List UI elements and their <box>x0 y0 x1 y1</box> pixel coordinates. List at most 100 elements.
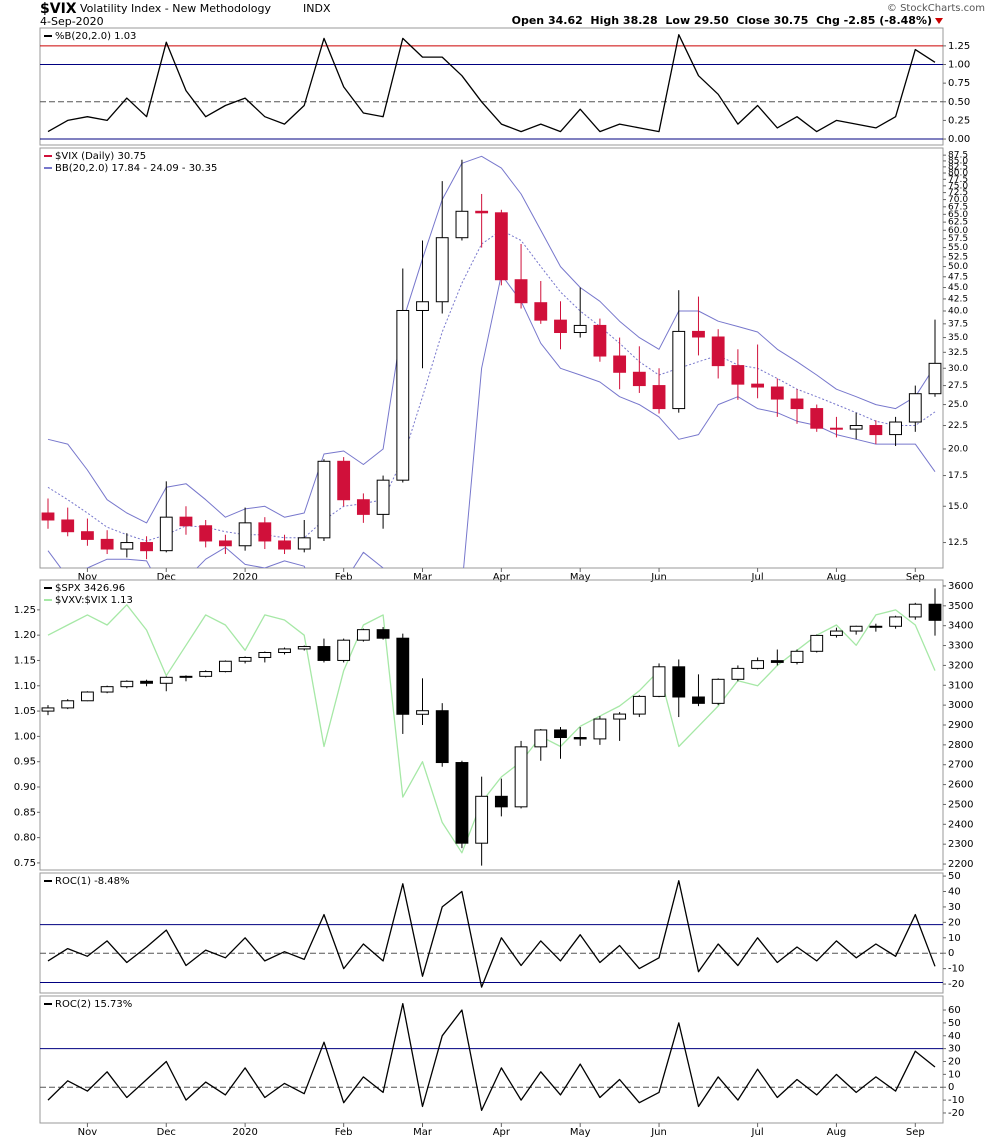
y-tick-label: 82.5 <box>948 162 968 172</box>
y-tick-label: 50 <box>948 871 961 882</box>
candle-body <box>140 680 153 684</box>
y2-tick-label: 0.95 <box>14 757 36 768</box>
candle-body <box>297 646 311 650</box>
candle-body <box>613 713 627 720</box>
candle-body <box>179 516 193 527</box>
series-line <box>47 1002 936 1112</box>
candle-body <box>514 746 528 808</box>
candle-body <box>731 365 745 385</box>
candle-body <box>159 516 173 552</box>
candle-body <box>199 671 213 677</box>
candle-body <box>356 629 370 641</box>
y-tick-label: 47.5 <box>948 272 968 282</box>
y-tick-label: 15.0 <box>948 502 968 512</box>
symbol: $VIX <box>40 1 77 17</box>
y-tick-label: 20.0 <box>948 444 968 454</box>
x-tick-label: 2020 <box>232 1127 257 1138</box>
candle-body <box>238 522 252 547</box>
legend-label: $SPX 3426.96 <box>55 583 125 594</box>
candle-body <box>751 383 765 388</box>
candle-body <box>376 629 390 639</box>
candle-body <box>258 522 272 542</box>
candle-body <box>297 537 311 550</box>
candle-body <box>672 666 686 698</box>
y-tick-label: 57.5 <box>948 234 968 244</box>
legend-label: $VIX (Daily) 30.75 <box>55 151 146 162</box>
legend-label: %B(20,2.0) 1.03 <box>55 31 136 42</box>
candle-body <box>613 355 627 373</box>
y-tick-label: 85.0 <box>948 156 968 166</box>
y-tick-label: 3000 <box>948 700 973 711</box>
band-lower <box>47 274 936 568</box>
panel-frame <box>39 872 944 994</box>
x-tick-label: Jul <box>751 1127 764 1138</box>
candle-body <box>790 650 804 663</box>
legend-label: BB(20,2.0) 17.84 - 24.09 - 30.35 <box>55 163 217 174</box>
y-tick-label: 55.0 <box>948 243 968 253</box>
candle-body <box>731 667 745 680</box>
x-tick-label: Jul <box>751 572 764 583</box>
y-tick-label: 45.0 <box>948 283 968 293</box>
x-tick-label: Nov <box>78 1127 98 1138</box>
plot-area <box>40 880 943 988</box>
candle-body <box>632 371 646 387</box>
candle-body <box>120 680 134 688</box>
band-upper <box>47 155 936 524</box>
candle-body <box>573 324 587 334</box>
candle-body <box>179 675 193 678</box>
candle-body <box>317 646 331 661</box>
candle-body <box>711 336 725 367</box>
y2-tick-label: 1.20 <box>14 630 36 641</box>
y2-tick-label: 0.80 <box>14 833 36 844</box>
candle-body <box>416 710 429 715</box>
y-tick-label: 0 <box>948 948 954 959</box>
y-tick-label: -10 <box>948 1095 964 1106</box>
x-tick-label: 2020 <box>232 572 257 583</box>
candle-body <box>376 479 390 515</box>
date: 4-Sep-2020 <box>40 15 104 28</box>
plot-area <box>41 155 942 568</box>
candle-body <box>869 425 883 436</box>
candle-body <box>672 330 686 410</box>
candle-body <box>317 460 331 539</box>
y-tick-label: 0.50 <box>948 97 970 108</box>
series-line <box>47 604 936 854</box>
candle-body <box>396 309 410 481</box>
candle-body <box>889 421 902 436</box>
candle-body <box>396 637 410 715</box>
y2-tick-label: 1.00 <box>14 731 36 742</box>
y-tick-label: 40.0 <box>948 306 968 316</box>
y-tick-label: 12.5 <box>948 538 968 548</box>
y-tick-label: 35.0 <box>948 333 968 343</box>
y2-tick-label: 1.05 <box>14 706 36 717</box>
x-tick-label: Sep <box>906 1127 925 1138</box>
candle-body <box>140 542 153 552</box>
candle-body <box>81 531 94 540</box>
candle-body <box>455 762 469 844</box>
legend-label: $VXV:$VIX 1.13 <box>55 595 133 606</box>
candle-body <box>770 386 784 400</box>
x-tick-label: Aug <box>827 1127 847 1138</box>
x-tick-label: Dec <box>157 1127 176 1138</box>
y-tick-label: 30 <box>948 902 961 913</box>
candle-body <box>849 625 863 632</box>
x-tick-label: Feb <box>335 572 353 583</box>
candle-body <box>416 301 429 311</box>
band-middle <box>47 229 936 542</box>
panel-frame <box>39 579 944 871</box>
candle-body <box>278 540 291 550</box>
candle-body <box>278 648 291 654</box>
series-line <box>47 34 936 133</box>
candle-body <box>435 710 449 764</box>
candle-body <box>159 676 173 684</box>
y-tick-label: 40 <box>948 887 961 898</box>
y-tick-label: 20 <box>948 1056 961 1067</box>
y-tick-label: 75.0 <box>948 181 968 191</box>
candle-body <box>849 425 863 430</box>
candle-body <box>751 660 765 669</box>
y-tick-label: 72.5 <box>948 188 968 198</box>
candle-body <box>61 519 75 533</box>
x-tick-label: Mar <box>413 1127 433 1138</box>
candle-body <box>830 630 843 636</box>
